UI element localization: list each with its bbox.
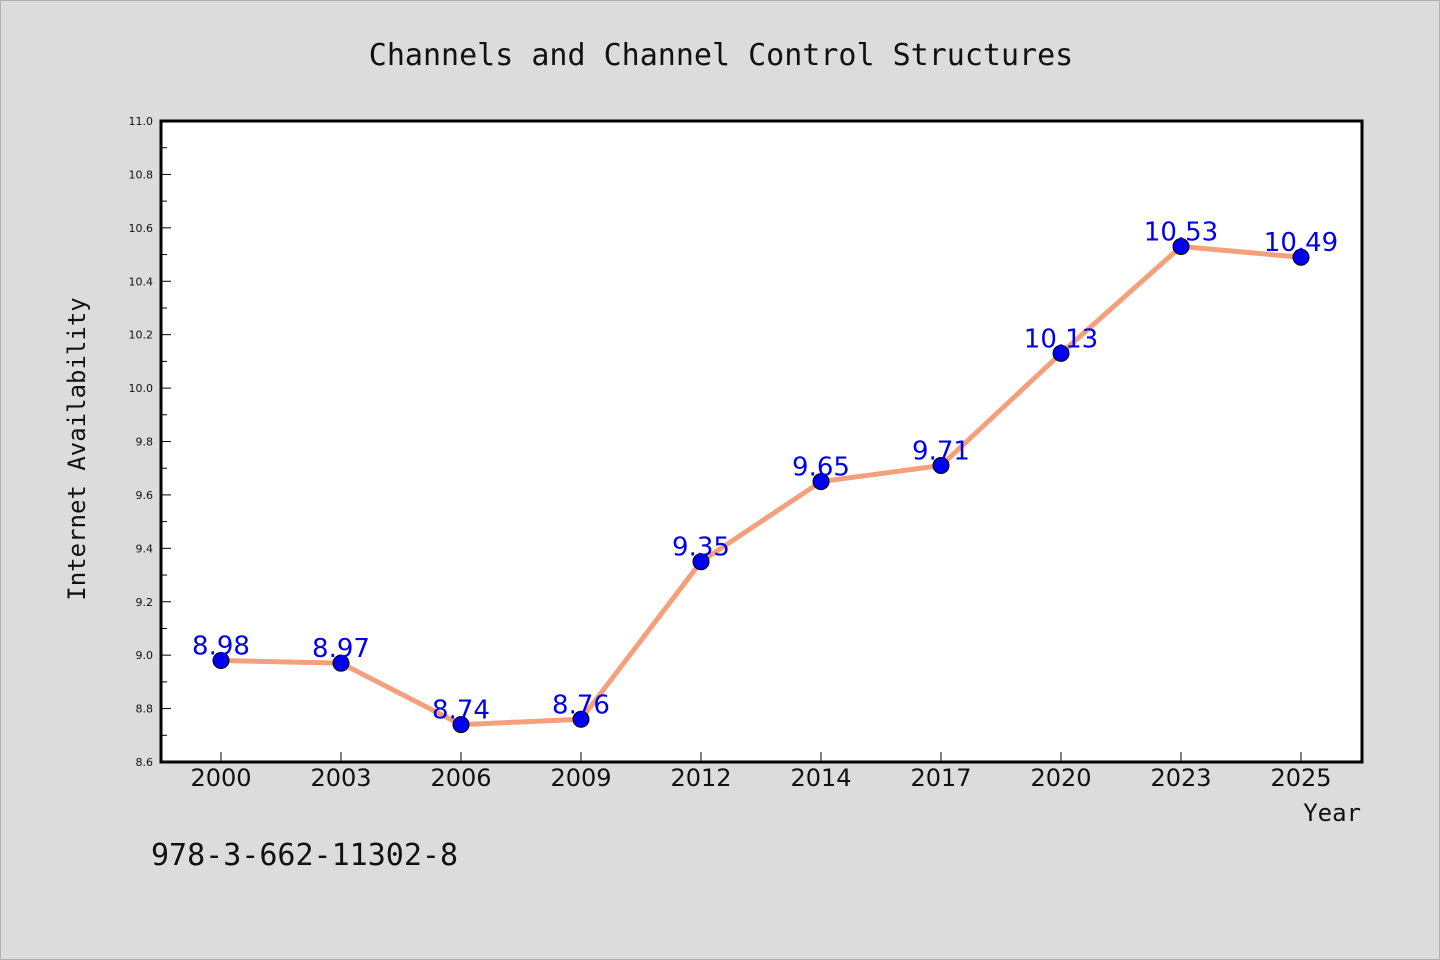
- x-tick-label: 2009: [550, 764, 611, 792]
- data-label: 8.76: [552, 690, 610, 720]
- series-line: [218, 244, 1304, 728]
- x-tick-label: 2023: [1150, 764, 1211, 792]
- chart-title: Channels and Channel Control Structures: [369, 38, 1073, 73]
- data-point: [1052, 344, 1070, 362]
- x-tick-label: 2014: [790, 764, 851, 792]
- y-tick-label: 9.0: [136, 649, 154, 662]
- data-label: 8.98: [192, 632, 250, 662]
- data-point: [812, 473, 830, 491]
- y-axis: 8.6 8.8 9.0 9.2 9.4 9.6 9.8 10.0 10.2 10.4 10.6 10.…: [129, 115, 171, 769]
- y-tick-label: 10.6: [129, 222, 154, 235]
- data-point: [212, 652, 230, 670]
- data-labels-layer: 8.98 8.97 8.74 8.76 9.35 9.65 9.71 10.13 10.53 10…: [192, 218, 1338, 726]
- y-tick-label: 10.2: [129, 329, 154, 342]
- y-tick-label: 9.8: [136, 436, 154, 449]
- y-tick-label: 11.0: [129, 115, 154, 128]
- x-axis-label: Year: [1303, 799, 1361, 827]
- x-tick-label: 2006: [430, 764, 491, 792]
- y-tick-label: 9.2: [136, 596, 154, 609]
- data-point: [932, 457, 950, 475]
- data-label: 9.35: [672, 533, 730, 563]
- data-point: [692, 553, 710, 571]
- x-tick-label: 2017: [910, 764, 971, 792]
- data-label: 10.49: [1264, 228, 1338, 258]
- data-point: [1172, 238, 1190, 256]
- data-label: 9.65: [792, 453, 850, 483]
- data-point: [572, 710, 590, 728]
- series-layer: [212, 238, 1310, 734]
- x-axis: 2000 2003 2006 2009 2012 2014 2017 2020 2023 2025: [190, 752, 1332, 792]
- data-point: [1292, 248, 1310, 266]
- data-point: [332, 654, 350, 672]
- y-tick-label: 10.4: [129, 275, 154, 288]
- y-tick-label: 9.4: [136, 542, 154, 555]
- y-axis-label: Internet Availability: [63, 297, 91, 600]
- x-tick-label: 2012: [670, 764, 731, 792]
- data-point: [452, 716, 470, 734]
- data-label: 8.97: [312, 634, 370, 664]
- data-label: 9.71: [912, 437, 970, 467]
- x-tick-label: 2000: [190, 764, 251, 792]
- plot-area: [159, 119, 1364, 764]
- data-label: 10.13: [1024, 324, 1098, 354]
- data-label: 10.53: [1144, 218, 1218, 248]
- x-tick-label: 2020: [1030, 764, 1091, 792]
- data-label: 8.74: [432, 696, 490, 726]
- y-tick-label: 10.8: [129, 168, 154, 181]
- isbn-text: 978-3-662-11302-8: [151, 838, 458, 873]
- y-tick-label: 8.8: [136, 703, 154, 716]
- y-tick-label: 10.0: [129, 382, 154, 395]
- y-tick-label: 9.6: [136, 489, 154, 502]
- x-tick-label: 2003: [310, 764, 371, 792]
- y-tick-label: 8.6: [136, 756, 154, 769]
- x-tick-label: 2025: [1270, 764, 1331, 792]
